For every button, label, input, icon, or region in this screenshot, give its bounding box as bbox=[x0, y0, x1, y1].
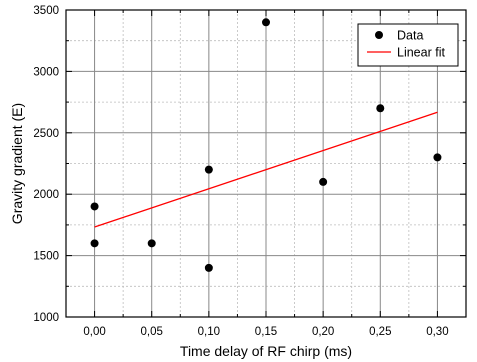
legend-fit-label: Linear fit bbox=[397, 46, 445, 60]
y-tick-labels: 1000 1500 2000 2500 3000 3500 bbox=[33, 5, 59, 324]
legend-data-marker bbox=[375, 31, 383, 39]
x-tick-label: 0,20 bbox=[312, 326, 334, 338]
x-tick-labels: 0,00 0,05 0,10 0,15 0,20 0,25 0,30 bbox=[83, 326, 448, 338]
data-point bbox=[147, 239, 156, 248]
linear-fit-line bbox=[94, 111, 438, 228]
data-point bbox=[204, 263, 213, 272]
data-point bbox=[90, 239, 99, 248]
y-tick-label: 2500 bbox=[33, 128, 59, 140]
y-tick-label: 1000 bbox=[33, 312, 59, 324]
y-tick-label: 1500 bbox=[33, 251, 59, 263]
x-tick-label: 0,25 bbox=[369, 326, 391, 338]
data-points-layer bbox=[90, 18, 442, 272]
y-tick-label: 3000 bbox=[33, 66, 59, 78]
y-tick-label: 3500 bbox=[33, 5, 59, 17]
legend-box bbox=[357, 23, 459, 67]
x-tick-label: 0,30 bbox=[426, 326, 448, 338]
x-axis-title: Time delay of RF chirp (ms) bbox=[180, 343, 352, 359]
x-tick-label: 0,00 bbox=[83, 326, 105, 338]
x-tick-label: 0,15 bbox=[255, 326, 277, 338]
x-tick-label: 0,05 bbox=[141, 326, 163, 338]
y-axis-title: Gravity gradient (E) bbox=[9, 103, 25, 224]
x-tick-label: 0,10 bbox=[198, 326, 220, 338]
data-point bbox=[376, 104, 385, 113]
data-point bbox=[204, 165, 213, 174]
data-point bbox=[319, 177, 328, 186]
data-point bbox=[90, 202, 99, 211]
legend-data-label: Data bbox=[397, 29, 423, 43]
fit-line-layer bbox=[94, 111, 438, 228]
data-point bbox=[433, 153, 442, 162]
axis-ticks bbox=[66, 9, 466, 318]
y-tick-label: 2000 bbox=[33, 189, 59, 201]
data-point bbox=[262, 18, 270, 27]
legend: Data Linear fit bbox=[357, 23, 459, 67]
